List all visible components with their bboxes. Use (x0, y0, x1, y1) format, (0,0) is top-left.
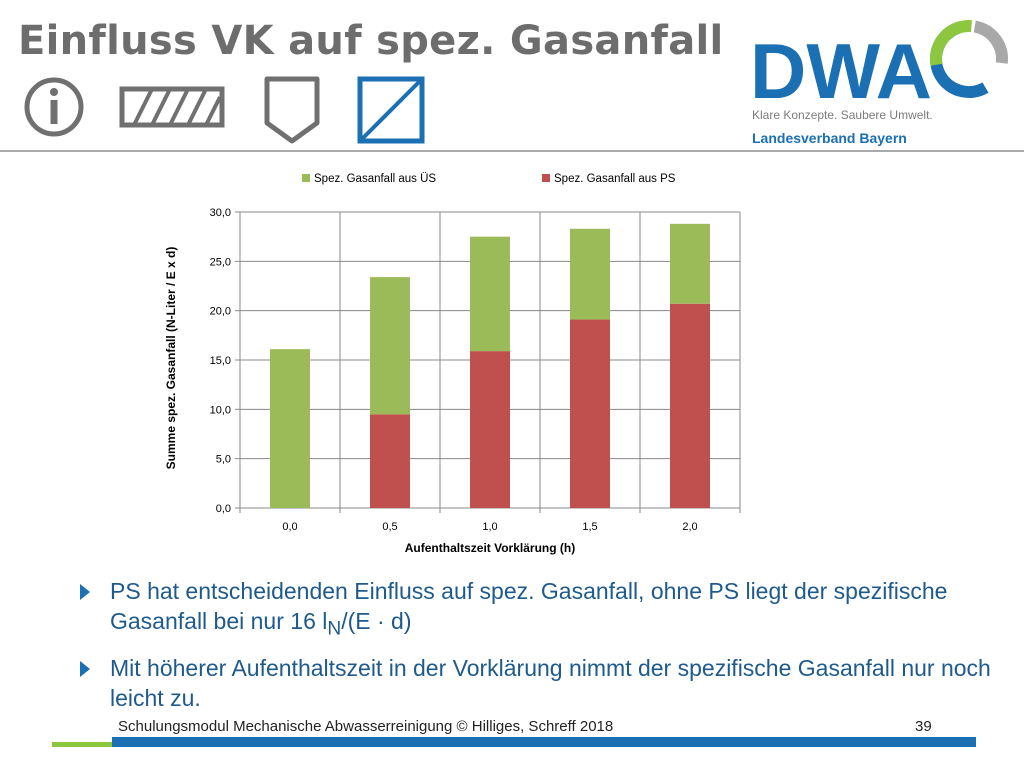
y-tick-label: 0,0 (216, 503, 231, 515)
bar-segment (570, 319, 610, 508)
bullet-arrow-icon (80, 584, 90, 600)
x-tick-label: 1,5 (582, 521, 597, 533)
y-tick-label: 5,0 (216, 454, 231, 466)
info-icon (24, 77, 84, 137)
logo-tagline: Klare Konzepte. Saubere Umwelt. (752, 108, 933, 122)
footer-green-bar (52, 742, 112, 747)
bullet-subscript: N (327, 618, 342, 640)
y-tick-label: 30,0 (210, 207, 231, 219)
legend-swatch (542, 174, 550, 182)
bar-segment (570, 228, 610, 320)
bullet-text: PS hat entscheidenden Einfluss auf spez.… (110, 578, 948, 634)
chart-gridlines (239, 211, 741, 513)
diagonal-square-icon (357, 76, 425, 144)
y-tick-label: 20,0 (210, 306, 231, 318)
y-tick-label: 15,0 (210, 355, 231, 367)
bar-segment (670, 223, 710, 304)
legend-swatch (302, 174, 310, 182)
bullet-arrow-icon (80, 660, 90, 677)
x-tick-label: 2,0 (682, 521, 697, 533)
bar-segment (270, 349, 310, 508)
dwa-logo: DWA (750, 20, 1008, 106)
logo-text: DWA (750, 27, 932, 106)
footer-blue-bar (112, 737, 976, 747)
y-axis-label: Summe spez. Gasanfall (N-Liter / E x d) (164, 247, 178, 470)
bar-segment (370, 414, 410, 508)
x-tick-label: 0,5 (382, 521, 397, 533)
legend-label: Spez. Gasanfall aus ÜS (314, 173, 436, 185)
y-tick-label: 10,0 (210, 404, 231, 416)
bullet-list: PS hat entscheidenden Einfluss auf spez.… (80, 576, 1000, 721)
stacked-bar-chart: Spez. Gasanfall aus ÜS Spez. Gasanfall au… (164, 173, 741, 555)
x-tick-label: 1,0 (482, 521, 497, 533)
x-axis-label: Aufenthaltszeit Vorklärung (h) (405, 541, 575, 555)
chart-bars (270, 223, 710, 508)
x-tick-label: 0,0 (282, 521, 297, 533)
icon-row (24, 76, 425, 144)
x-axis-ticks: 0,0 0,5 1,0 1,5 2,0 (282, 521, 697, 533)
bullet-item: PS hat entscheidenden Einfluss auf spez.… (80, 576, 1000, 645)
bar-segment (470, 351, 510, 508)
bar-segment (670, 303, 710, 508)
bullet-text: Mit höherer Aufenthaltszeit in der Vorkl… (110, 654, 991, 711)
bar-segment (470, 236, 510, 352)
landesverband-label: Landesverband Bayern (752, 130, 907, 146)
hatched-rectangle-icon (119, 86, 225, 128)
bullet-text-tail: /(E · d) (341, 608, 412, 634)
chart-legend: Spez. Gasanfall aus ÜS Spez. Gasanfall au… (302, 173, 676, 185)
y-axis-ticks: 0,0 5,0 10,0 15,0 20,0 25,0 30,0 (210, 207, 240, 515)
footer-text: Schulungsmodul Mechanische Abwasserreini… (118, 718, 614, 735)
y-tick-label: 25,0 (210, 256, 231, 268)
bar-segment (370, 277, 410, 415)
legend-label: Spez. Gasanfall aus PS (554, 173, 676, 185)
logo-ring-icon (930, 20, 1008, 98)
slide-title: Einfluss VK auf spez. Gasanfall (18, 18, 724, 64)
header-divider (0, 150, 1024, 152)
page-number: 39 (915, 718, 932, 735)
shield-icon (264, 76, 320, 144)
bullet-item: Mit höherer Aufenthaltszeit in der Vorkl… (80, 653, 1000, 713)
